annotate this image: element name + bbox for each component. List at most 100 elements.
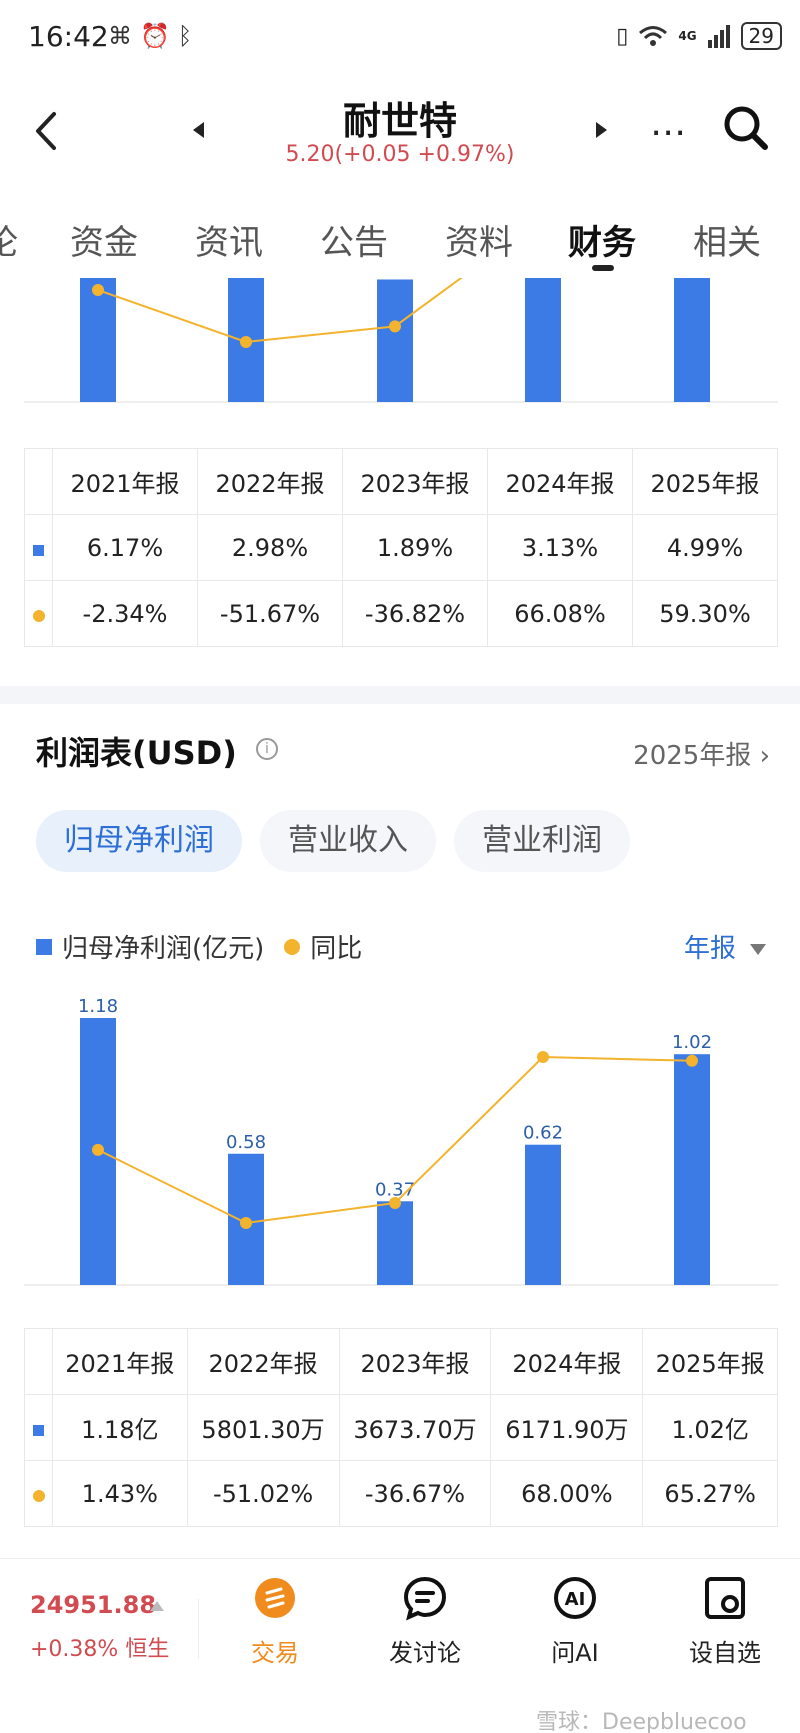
table-cell: -36.82% [342,580,488,647]
table-header-row: 2021年报 2022年报 2023年报 2024年报 2025年报 [24,1328,778,1395]
trade-icon [255,1578,295,1618]
table-cell: -36.67% [338,1460,492,1527]
status-right-icons: ▯ 4G 29 [616,22,782,50]
chart-2: 1.18 0.58 0.37 0.62 1.02 [0,985,800,1290]
wifi-icon [639,26,668,46]
table-header-cell: 2022年报 [197,448,343,515]
yoy-point-2022年报 [240,1217,252,1229]
nav-trade[interactable]: 交易 [220,1575,330,1668]
bar-series-marker [24,514,53,581]
bar-value-label: 0.58 [226,1132,266,1153]
bar-value-label: 0.62 [523,1123,563,1144]
table-cell: 2.98% [197,514,343,581]
table-row: -2.34% -51.67% -36.82% 66.08% 59.30% [24,580,778,647]
bar-2024年报 [525,278,561,402]
stock-tabs: 论 资金 资讯 公告 资料 财务 相关 [0,205,800,275]
chart-1-svg: 1.89 [24,278,778,403]
bar-value-label: 1.02 [672,1032,712,1053]
table-cell: 1.18亿 [52,1394,188,1461]
table-cell: 1.43% [52,1460,188,1527]
previous-stock-icon[interactable] [190,120,206,140]
legend-line-label: 同比 [310,934,363,964]
legend-bar-label: 归母净利润(亿元) [62,934,265,964]
tab-news[interactable]: 资讯 [195,223,263,263]
period-dropdown[interactable]: 年报 [684,928,766,965]
table-row: 1.18亿 5801.30万 3673.70万 6171.90万 1.02亿 [24,1394,778,1461]
search-icon[interactable] [722,104,770,152]
chip-operating-profit[interactable]: 营业利润 [454,810,630,872]
table-cell: 4.99% [632,514,778,581]
table-cell: -51.02% [186,1460,340,1527]
bar-2025年报 [674,278,710,402]
tab-profile[interactable]: 资料 [445,223,513,263]
table-cell: -51.67% [197,580,343,647]
back-arrow-icon[interactable] [26,106,66,156]
table-corner [24,1328,53,1395]
table-header-cell: 2025年报 [642,1328,778,1395]
bar-2023年报 [377,1201,413,1285]
chip-revenue[interactable]: 营业收入 [260,810,436,872]
report-period-link[interactable]: 2025年报 › [633,741,770,771]
index-up-arrow-icon [150,1601,164,1611]
ratio-table: 2021年报 2022年报 2023年报 2024年报 2025年报 6.17%… [24,448,778,647]
yoy-point-2021年报 [92,284,104,297]
app-notification-icon: ⌘ [108,22,132,50]
vibrate-icon: ▯ [616,23,629,49]
table-header-cell: 2023年报 [338,1328,492,1395]
table-cell: 6171.90万 [490,1394,644,1461]
table-header-cell: 2021年报 [52,1328,188,1395]
table-header-cell: 2023年报 [342,448,488,515]
table-cell: 68.00% [490,1460,644,1527]
chip-net-profit[interactable]: 归母净利润 [36,810,242,872]
discussion-icon [403,1576,447,1621]
bar-2021年报 [80,278,116,402]
next-stock-icon[interactable] [594,120,610,140]
yoy-point-2022年报 [240,336,252,348]
active-tab-indicator [592,265,614,271]
line-series-marker [24,1460,53,1527]
table-header-cell: 2024年报 [487,448,633,515]
info-icon[interactable]: i [256,738,278,760]
tab-capital[interactable]: 资金 [70,223,138,263]
table-header-cell: 2022年报 [186,1328,340,1395]
nav-watchlist-label: 设自选 [689,1639,761,1667]
chart-2-svg: 1.18 0.58 0.37 0.62 1.02 [24,996,778,1286]
watermark: 雪球：Deepbluecoo [536,1710,747,1733]
tab-discussion[interactable]: 论 [0,223,18,263]
chart-legend: 归母净利润(亿元) 同比 [36,928,362,965]
bluetooth-icon: ᛒ [177,22,193,50]
table-header-row: 2021年报 2022年报 2023年报 2024年报 2025年报 [24,448,778,515]
tab-announcements[interactable]: 公告 [320,223,388,263]
tab-finance[interactable]: 财务 [568,223,636,263]
nav-watchlist[interactable]: 设自选 [670,1575,780,1668]
ai-icon: AI [554,1577,596,1619]
signal-icon [707,25,730,48]
table-cell: 5801.30万 [186,1394,340,1461]
table-row: 1.43% -51.02% -36.67% 68.00% 65.27% [24,1460,778,1527]
table-row: 6.17% 2.98% 1.89% 3.13% 4.99% [24,514,778,581]
more-options-icon[interactable]: ⋯ [650,112,688,153]
table-header-cell: 2021年报 [52,448,198,515]
battery-indicator: 29 [740,22,782,50]
table-cell: 65.27% [642,1460,778,1527]
bar-2024年报 [525,1144,561,1285]
yoy-point-2021年报 [92,1143,104,1156]
table-header-cell: 2024年报 [490,1328,644,1395]
net-profit-table: 2021年报 2022年报 2023年报 2024年报 2025年报 1.18亿… [24,1328,778,1527]
yoy-point-2023年报 [389,1196,401,1209]
hang-seng-index-change[interactable]: +0.38% 恒生 [30,1637,170,1662]
tab-related[interactable]: 相关 [693,223,761,263]
income-statement-title: 利润表(USD) [36,734,237,772]
status-bar: 16:42 ⌘ ⏰ ᛒ ▯ 4G 29 [0,0,800,78]
bottom-bar: 24951.88 +0.38% 恒生 交易 发讨论 AI 问AI 设自选 [0,1558,800,1733]
bar-value-label: 1.18 [78,996,118,1017]
yoy-point-2024年报 [537,1051,549,1063]
nav-discussion[interactable]: 发讨论 [370,1575,480,1668]
table-cell: 59.30% [632,580,778,647]
hang-seng-index-value[interactable]: 24951.88 [30,1591,157,1619]
table-cell: -2.34% [52,580,198,647]
nav-ask-ai[interactable]: AI 问AI [520,1575,630,1668]
table-corner [24,448,53,515]
alarm-icon: ⏰ [140,22,170,50]
chart-1: 1.89 [0,278,800,408]
